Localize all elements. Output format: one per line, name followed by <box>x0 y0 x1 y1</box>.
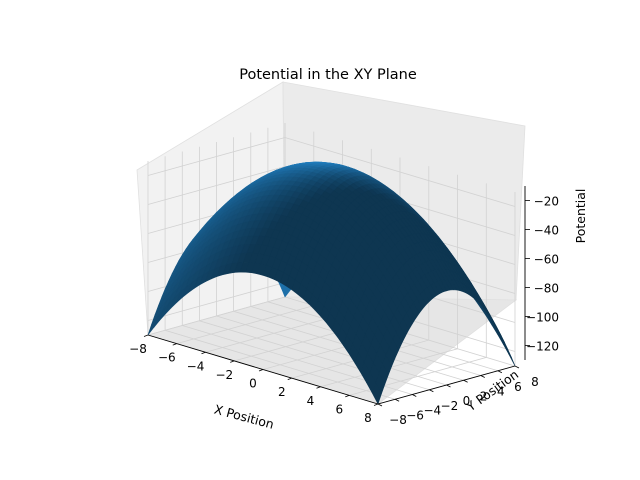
y-grid-line <box>164 156 396 400</box>
x-tick-label: 8 <box>364 411 372 425</box>
x-tick-mark <box>201 351 206 355</box>
z-tick-label: −60 <box>534 253 559 267</box>
y-tick-mark <box>429 389 434 393</box>
y-tick-mark <box>446 384 451 388</box>
y-tick-label: −2 <box>441 399 459 413</box>
x-tick-mark <box>287 377 292 380</box>
x-tick-mark <box>373 403 379 406</box>
x-tick-label: 6 <box>335 402 343 416</box>
y-tick-mark <box>480 375 485 378</box>
x-tick-label: 4 <box>307 394 315 408</box>
y-tick-mark <box>463 379 468 383</box>
x-tick-label: −6 <box>158 351 176 365</box>
y-tick-label: −8 <box>389 413 407 427</box>
z-tick-label: −40 <box>534 224 559 238</box>
y-tick-mark <box>412 394 417 397</box>
y-tick-mark <box>394 398 400 402</box>
z-tick-label: −100 <box>526 311 559 325</box>
x-tick-mark <box>172 343 177 346</box>
surface-mesh <box>147 161 516 405</box>
y-tick-label: −4 <box>423 404 441 418</box>
z-axis-label: Potential <box>573 189 588 244</box>
x-tick-label: −4 <box>187 359 205 373</box>
y-tick-label: 4 <box>497 385 505 399</box>
x-tick-label: 2 <box>278 385 286 399</box>
y-tick-mark <box>514 365 520 369</box>
x-tick-label: 0 <box>249 377 257 391</box>
x-tick-mark <box>345 395 350 398</box>
z-grid-line <box>147 137 516 207</box>
z-tick-label: −80 <box>534 282 559 296</box>
y-tick-label: 0 <box>463 394 471 408</box>
x-tick-mark <box>316 386 321 389</box>
x-tick-mark <box>230 360 235 363</box>
y-tick-mark <box>377 403 383 407</box>
x-tick-label: −8 <box>129 342 147 356</box>
surface-patch <box>371 382 382 405</box>
y-tick-label: 8 <box>531 375 539 389</box>
chart-title: Potential in the XY Plane <box>239 67 417 83</box>
x-tick-label: −2 <box>215 368 233 382</box>
x-tick-mark <box>143 334 149 337</box>
x-tick-mark <box>258 369 264 372</box>
y-grid-line <box>181 151 413 395</box>
z-tick-label: −120 <box>526 340 559 354</box>
y-tick-mark <box>497 370 503 374</box>
y-grid-line <box>198 146 430 391</box>
axis-lines <box>143 186 530 407</box>
y-tick-label: −6 <box>406 408 424 422</box>
z-tick-label: −20 <box>534 195 559 209</box>
y-tick-label: 2 <box>480 389 488 403</box>
y-tick-label: 6 <box>514 380 522 394</box>
z-grid-line <box>147 166 516 236</box>
